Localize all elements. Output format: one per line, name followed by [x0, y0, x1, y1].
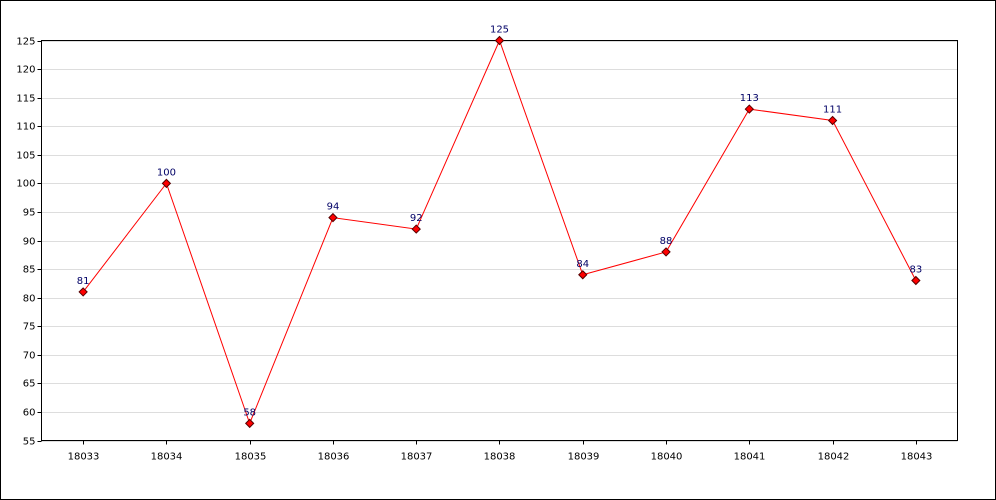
x-tick-label: 18036 [318, 452, 350, 463]
x-tick-label: 18033 [68, 452, 100, 463]
x-tick-label: 18035 [235, 452, 267, 463]
y-tick-label: 55 [23, 437, 36, 448]
y-tick-label: 110 [16, 122, 35, 133]
y-tick-label: 115 [16, 94, 35, 105]
y-tick-label: 105 [16, 151, 35, 162]
value-label: 88 [660, 236, 673, 247]
y-tick-label: 65 [23, 379, 36, 390]
y-tick-label: 120 [16, 65, 35, 76]
value-label: 111 [823, 105, 842, 116]
value-label: 100 [157, 167, 176, 178]
x-tick-label: 18039 [568, 452, 600, 463]
x-tick-label: 18037 [401, 452, 433, 463]
point [578, 270, 588, 280]
value-label: 113 [740, 93, 759, 104]
y-tick-label: 60 [23, 408, 36, 419]
grid [41, 41, 958, 442]
x-tick-label: 18043 [901, 452, 933, 463]
y-tick-label: 125 [16, 37, 35, 48]
x-tick-label: 18041 [734, 452, 766, 463]
x-tick-label: 18040 [651, 452, 683, 463]
value-label: 94 [327, 202, 340, 213]
point [661, 247, 671, 257]
point [494, 35, 505, 46]
point [411, 224, 421, 234]
y-tick-label: 70 [23, 351, 36, 362]
point [78, 287, 88, 297]
point [744, 104, 755, 114]
value-label: 81 [77, 276, 90, 287]
value-label: 84 [576, 259, 589, 270]
point [244, 418, 255, 429]
x-tick-label: 18034 [151, 452, 183, 463]
y-tick-label: 80 [23, 294, 36, 305]
value-label: 125 [490, 25, 509, 36]
value-label: 92 [410, 213, 423, 224]
x-tick-label: 18042 [818, 452, 850, 463]
y-tick-label: 75 [23, 322, 36, 333]
value-label: 83 [909, 265, 922, 276]
point [328, 212, 338, 223]
point [911, 275, 921, 286]
x-tick-label: 18038 [484, 452, 516, 463]
point [161, 178, 172, 189]
y-tick-label: 85 [23, 265, 36, 276]
y-tick-label: 100 [16, 179, 35, 190]
value-label: 58 [243, 407, 256, 418]
point [827, 115, 838, 126]
y-tick-label: 90 [23, 237, 36, 248]
y-tick-label: 95 [23, 208, 36, 219]
